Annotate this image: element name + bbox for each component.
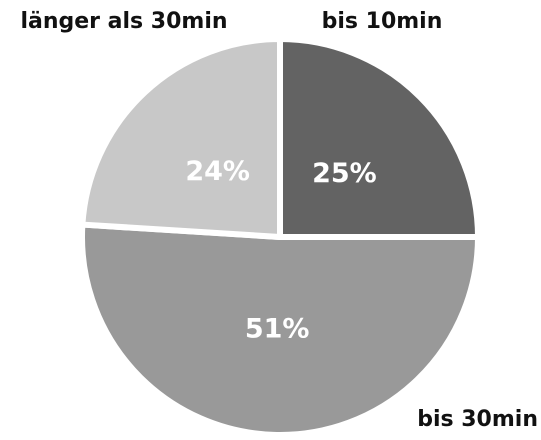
category-label: länger als 30min — [20, 9, 227, 34]
slice-label: 51% — [245, 314, 310, 345]
category-label: bis 10min — [322, 9, 443, 34]
pie-slice — [79, 221, 481, 438]
slice-label: 25% — [312, 158, 377, 189]
category-label: bis 30min — [417, 407, 538, 432]
slice-label: 24% — [185, 156, 250, 187]
pie-slice — [79, 36, 283, 240]
pie-slice — [277, 36, 481, 240]
